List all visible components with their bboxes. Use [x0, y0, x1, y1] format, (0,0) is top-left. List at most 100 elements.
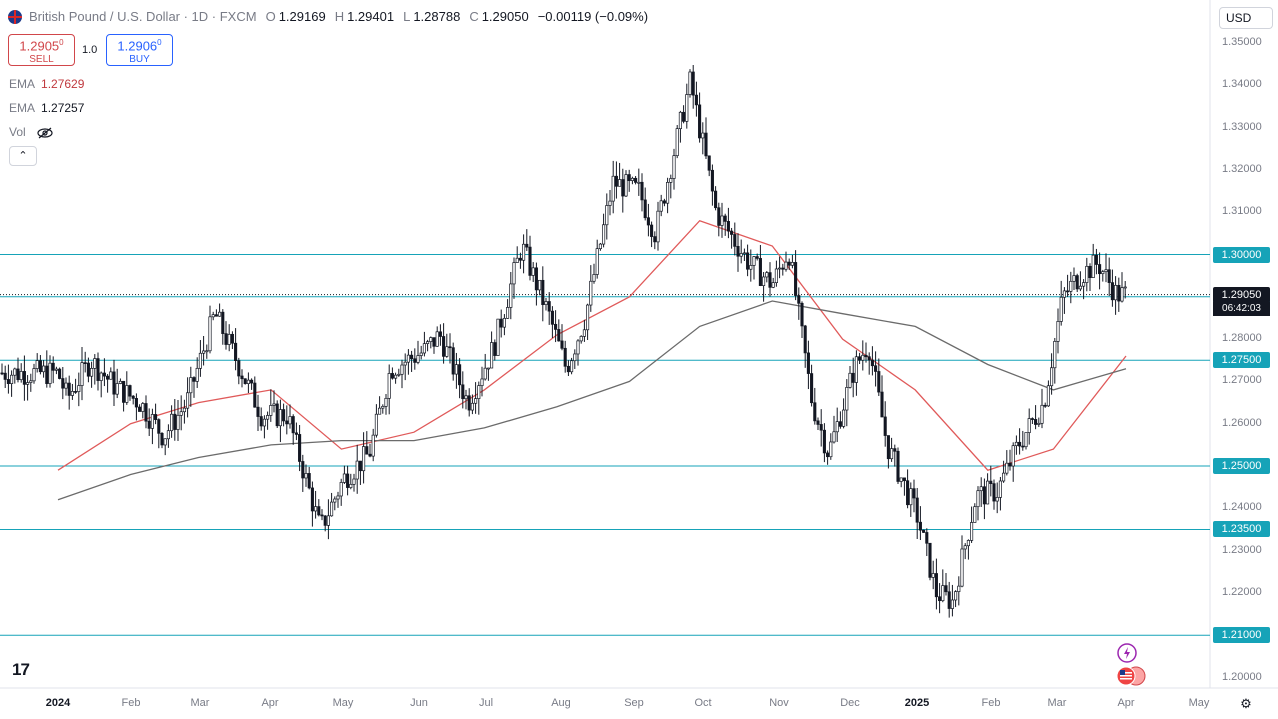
x-tick-label: May: [1188, 697, 1210, 709]
ema-line-1: [57, 300, 1127, 501]
candle-body: [918, 521, 922, 531]
x-tick-label: 2025: [904, 697, 930, 709]
candle-body: [810, 373, 814, 404]
candle-body: [170, 413, 174, 432]
currency-selector[interactable]: USD: [1219, 7, 1273, 29]
candle-body: [378, 407, 382, 415]
candle-body: [1066, 290, 1070, 293]
candle-body: [890, 448, 894, 460]
candle-body: [51, 362, 55, 371]
volume-legend[interactable]: Vol: [9, 125, 53, 139]
candle-body: [288, 416, 292, 425]
candle-body: [531, 267, 535, 276]
candle-body: [205, 350, 209, 353]
candle-body: [589, 280, 593, 306]
candle-body: [342, 473, 346, 483]
candle-body: [1110, 282, 1114, 301]
candle-body: [765, 272, 769, 278]
candle-body: [442, 336, 446, 357]
candle-body: [752, 256, 756, 266]
candle-body: [893, 448, 897, 452]
candle-body: [829, 441, 833, 458]
symbol-title[interactable]: British Pound / U.S. Dollar · 1D · FXCM: [29, 9, 257, 24]
candle-body: [726, 221, 730, 232]
candle-body: [563, 347, 567, 367]
candle-body: [384, 397, 388, 407]
candle-body: [429, 337, 433, 342]
candle-body: [413, 358, 417, 363]
candle-body: [813, 402, 817, 422]
candle-body: [518, 257, 522, 261]
candle-body: [598, 243, 602, 250]
candle-body: [621, 179, 625, 197]
candle-body: [787, 261, 791, 266]
y-tick-label: 1.22000: [1222, 585, 1262, 598]
candle-body: [790, 262, 794, 266]
candle-body: [45, 365, 49, 384]
candle-body: [131, 395, 135, 399]
close-label: C: [469, 9, 479, 24]
candle-body: [870, 359, 874, 367]
last-price-badge: 1.29050: [1213, 286, 1270, 303]
candle-body: [48, 362, 52, 384]
candle-body: [176, 414, 180, 430]
collapse-legend-button[interactable]: ⌃: [9, 146, 37, 166]
candle-body: [83, 362, 87, 364]
x-tick-label: Feb: [981, 697, 1001, 709]
candle-body: [1027, 418, 1031, 433]
candle-body: [995, 497, 999, 502]
level-badge: 1.30000: [1213, 246, 1270, 263]
candle-body: [669, 178, 673, 183]
tradingview-logo[interactable]: 17: [12, 660, 30, 679]
y-tick-label: 1.35000: [1222, 36, 1262, 48]
chart-header: British Pound / U.S. Dollar · 1D · FXCM …: [8, 9, 648, 24]
candle-body: [966, 540, 970, 547]
candle-body: [797, 295, 801, 304]
sell-button[interactable]: 1.29050 SELL: [8, 34, 75, 66]
candle-body: [1002, 472, 1006, 482]
buy-button[interactable]: 1.29060 BUY: [106, 34, 173, 66]
candle-body: [688, 71, 692, 95]
candle-body: [528, 246, 532, 276]
candle-body: [214, 314, 218, 317]
level-badge: 1.25000: [1213, 458, 1270, 474]
eye-hidden-icon[interactable]: [37, 127, 53, 139]
candle-body: [240, 375, 244, 380]
candle-body: [944, 585, 948, 593]
candle-body: [662, 200, 666, 204]
candle-body: [522, 243, 526, 261]
candle-body: [371, 434, 375, 457]
y-tick-label: 1.32000: [1222, 162, 1262, 175]
candle-body: [467, 395, 471, 411]
flash-icon[interactable]: [1115, 641, 1139, 665]
candle-body: [435, 331, 439, 347]
ema-fast-legend[interactable]: EMA 1.27629: [9, 77, 84, 91]
candle-body: [698, 104, 702, 139]
candle-body: [784, 261, 788, 270]
us-flag-icon[interactable]: [1113, 665, 1149, 687]
candle-body: [730, 230, 734, 235]
candle-body: [410, 354, 414, 360]
spread-value: 1.0: [82, 44, 98, 56]
y-tick-label: 1.20000: [1222, 670, 1262, 683]
candle-body: [326, 515, 330, 526]
candle-body: [1085, 265, 1089, 283]
x-tick-label: Sep: [624, 697, 644, 709]
candle-body: [643, 199, 647, 219]
candle-body: [13, 368, 17, 376]
candle-body: [739, 253, 743, 257]
candle-body: [154, 414, 158, 420]
candle-body: [970, 522, 974, 541]
candle-body: [554, 323, 558, 330]
candle-body: [547, 301, 551, 312]
candle-body: [506, 307, 510, 319]
candle-body: [950, 599, 954, 609]
candle-body: [582, 329, 586, 337]
candle-body: [778, 267, 782, 270]
candle-body: [979, 486, 983, 492]
gear-icon[interactable]: ⚙: [1240, 696, 1252, 711]
candle-body: [646, 217, 650, 226]
candle-body: [659, 200, 663, 212]
ema-slow-legend[interactable]: EMA 1.27257: [9, 101, 84, 115]
